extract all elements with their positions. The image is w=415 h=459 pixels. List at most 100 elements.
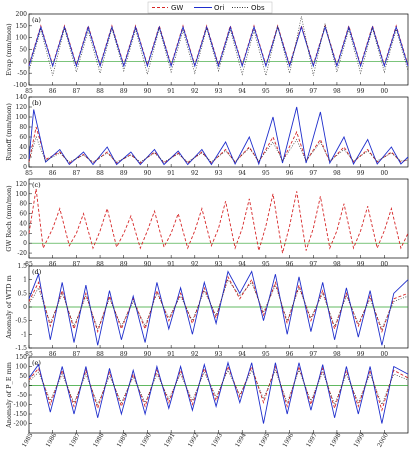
- x-tick-label: 88: [96, 261, 104, 268]
- x-tick-label: 87: [73, 351, 81, 358]
- y-tick-label: 100: [16, 35, 28, 42]
- x-tick-label: 96: [286, 170, 294, 177]
- x-tick-label: 95: [262, 170, 270, 177]
- y-tick-label: 50: [19, 373, 27, 380]
- legend-gw-label: GW: [171, 4, 183, 12]
- x-tick-label: 2000: [376, 432, 390, 449]
- legend-obs-label: Obs: [251, 4, 265, 12]
- x-tick-label: 87: [73, 261, 81, 268]
- x-tick-label: 96: [286, 88, 294, 95]
- y-axis-label: Evap (mm/mon): [5, 23, 13, 76]
- x-tick-label: 96: [286, 351, 294, 358]
- y-tick-label: 0.5: [17, 290, 27, 297]
- x-tick-label: 91: [167, 351, 175, 358]
- x-tick-label: 91: [167, 170, 175, 177]
- x-tick-label: 1989: [116, 432, 130, 449]
- panel-label: (d): [32, 268, 42, 276]
- x-tick-label: 88: [96, 170, 104, 177]
- panel-5: -200 -150 -100 -50 0 50 100 150 1985 1986 1987 1988…: [5, 354, 409, 449]
- panel-frame: [28, 13, 409, 86]
- x-tick-label: 1988: [92, 432, 106, 449]
- y-tick-label: 0: [23, 240, 27, 247]
- x-tick-label: 86: [49, 170, 57, 177]
- y-tick-label: 50: [19, 47, 27, 54]
- x-tick-label: 89: [120, 261, 128, 268]
- series-obs: [28, 278, 409, 330]
- x-tick-label: 99: [357, 88, 365, 95]
- series-obs: [28, 135, 409, 163]
- y-axis-label: Anomaly of P_E mm: [5, 362, 13, 429]
- x-tick-label: 88: [96, 88, 104, 95]
- series-ori: [28, 25, 409, 68]
- x-tick-label: 86: [49, 261, 57, 268]
- x-tick-label: 1994: [234, 432, 248, 449]
- x-tick-label: 85: [25, 351, 33, 358]
- x-tick-label: 86: [49, 351, 57, 358]
- x-tick-label: 94: [238, 351, 246, 358]
- x-tick-label: 97: [309, 88, 317, 95]
- y-tick-label: -0.5: [15, 318, 27, 325]
- y-tick-label: -150: [14, 411, 28, 418]
- x-tick-label: 99: [357, 170, 365, 177]
- x-tick-label: 96: [286, 261, 294, 268]
- y-tick-label: 120: [16, 181, 28, 188]
- x-tick-label: 87: [73, 88, 81, 95]
- x-tick-label: 1997: [305, 432, 319, 449]
- y-axis-label: Runoff (mm/mon): [5, 103, 13, 161]
- x-tick-label: 93: [215, 88, 223, 95]
- x-tick-label: 95: [262, 88, 270, 95]
- x-tick-label: 92: [191, 170, 199, 177]
- x-tick-label: 93: [215, 170, 223, 177]
- x-tick-label: 88: [96, 351, 104, 358]
- y-tick-label: -100: [14, 402, 28, 409]
- y-tick-label: -200: [14, 421, 28, 428]
- x-tick-label: 00: [380, 261, 388, 268]
- y-tick-label: 20: [19, 230, 27, 237]
- x-tick-label: 98: [333, 170, 341, 177]
- y-tick-label: -1.5: [15, 345, 27, 352]
- y-tick-label: 150: [16, 354, 28, 361]
- panel-2: 0 20 40 60 80 100 120 140 85 86 87 88 89 90 91 92 93 94 95…: [5, 94, 409, 177]
- x-tick-label: 1986: [45, 432, 59, 449]
- x-tick-label: 97: [309, 351, 317, 358]
- y-tick-label: -100: [14, 82, 28, 89]
- panel-1: -100 -50 0 50 100 150 200 85 86 87 88 89 90 91 92 93 94 9…: [5, 11, 409, 95]
- panel-4: -1.5-1-0.500.511.585 86 87 88 89 90 91 92 93 94 95…: [5, 263, 409, 358]
- panel-3: -20 0 20 40 60 80 100 120 85 86 87 88 89 90 91 92 93 94 95…: [5, 178, 409, 268]
- x-tick-label: 98: [333, 261, 341, 268]
- y-tick-label: 80: [19, 124, 27, 131]
- x-tick-label: 00: [380, 170, 388, 177]
- y-tick-label: 60: [19, 134, 27, 141]
- panel-label: (e): [32, 359, 41, 367]
- x-tick-label: 94: [238, 261, 246, 268]
- x-tick-label: 95: [262, 261, 270, 268]
- x-tick-label: 93: [215, 261, 223, 268]
- y-tick-label: 0: [23, 164, 27, 171]
- y-tick-label: 120: [16, 104, 28, 111]
- series-gw: [28, 364, 409, 412]
- y-tick-label: 40: [19, 220, 27, 227]
- series-obs: [28, 369, 409, 406]
- y-tick-label: 150: [16, 23, 28, 30]
- legend-ori-label: Ori: [214, 4, 224, 12]
- x-tick-label: 91: [167, 88, 175, 95]
- x-tick-label: 92: [191, 88, 199, 95]
- y-tick-label: 1.5: [17, 263, 27, 270]
- y-tick-label: 140: [16, 94, 28, 101]
- x-tick-label: 98: [333, 351, 341, 358]
- panel-label: (c): [32, 181, 41, 189]
- y-tick-label: 1: [23, 277, 27, 284]
- panel-frame: [28, 178, 409, 259]
- x-tick-label: 1995: [258, 432, 272, 449]
- x-tick-label: 99: [357, 261, 365, 268]
- y-tick-label: 100: [16, 364, 28, 371]
- x-tick-label: 93: [215, 351, 223, 358]
- x-tick-label: 1985: [21, 432, 35, 449]
- x-tick-label: 1992: [187, 432, 201, 449]
- legend: GW Ori Obs: [147, 1, 273, 14]
- series-gw: [28, 188, 409, 254]
- x-tick-label: 00: [380, 351, 388, 358]
- y-tick-label: 100: [16, 114, 28, 121]
- x-tick-label: 92: [191, 261, 199, 268]
